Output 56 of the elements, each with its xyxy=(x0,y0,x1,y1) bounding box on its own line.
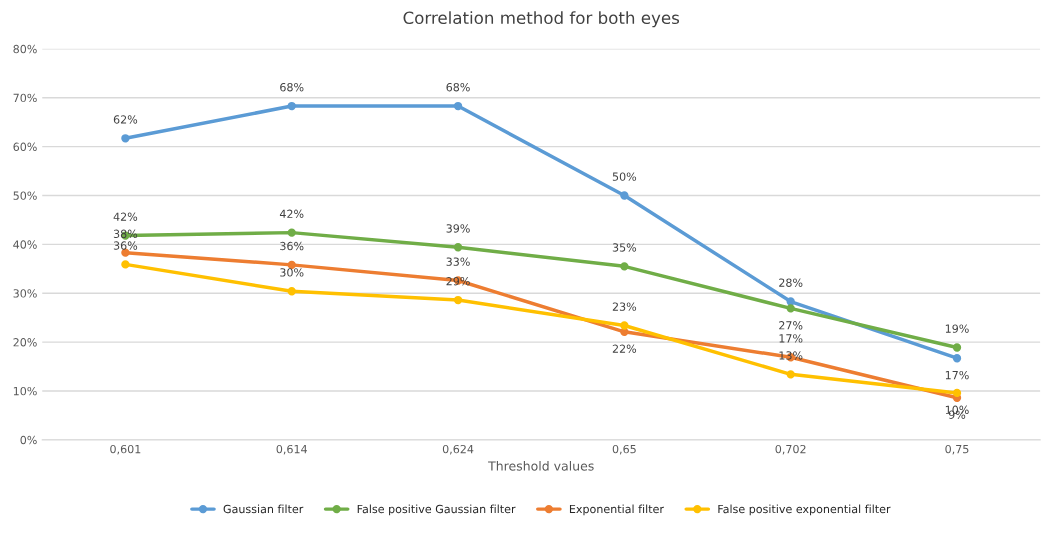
point xyxy=(952,354,962,363)
y-tick-label: 10% xyxy=(13,386,37,396)
point xyxy=(453,243,463,252)
x-tick-label: 0,65 xyxy=(612,444,636,455)
chart-title: Correlation method for both eyes xyxy=(403,11,680,28)
x-tick-label: 0,702 xyxy=(775,444,806,455)
data-label: 28% xyxy=(779,278,803,287)
point xyxy=(620,321,629,330)
data-label: 30% xyxy=(280,268,304,277)
y-tick-label: 40% xyxy=(13,240,37,249)
legend-label: False positive exponential filter xyxy=(718,504,891,516)
data-label: 27% xyxy=(779,321,803,330)
point xyxy=(620,262,629,271)
data-label: 68% xyxy=(446,82,470,92)
y-tick-label: 50% xyxy=(13,191,37,200)
point xyxy=(952,388,962,398)
point xyxy=(453,295,463,305)
data-label: 23% xyxy=(612,302,637,311)
y-tick-label: 0% xyxy=(20,435,37,445)
y-tick-label: 20% xyxy=(13,338,37,347)
data-label: 62% xyxy=(113,115,138,124)
point xyxy=(620,191,629,200)
x-tick-label: 0,601 xyxy=(110,444,141,455)
data-label: 68% xyxy=(280,82,304,92)
data-label: 22% xyxy=(612,344,637,353)
data-label: 17% xyxy=(779,334,803,343)
point xyxy=(453,101,463,111)
point xyxy=(121,134,130,143)
data-label: 42% xyxy=(113,212,138,221)
x-axis-title: Threshold values xyxy=(488,461,594,471)
point xyxy=(952,343,962,352)
data-label: 19% xyxy=(945,324,969,333)
x-tick-label: 0,614 xyxy=(276,444,307,455)
point xyxy=(287,101,296,111)
data-label: 33% xyxy=(446,257,470,266)
legend-label: False positive Gaussian filter xyxy=(357,504,516,516)
legend-label: Exponential filter xyxy=(569,504,664,516)
data-label: 36% xyxy=(113,241,138,250)
x-tick-label: 0,624 xyxy=(442,444,474,455)
point xyxy=(287,287,296,296)
y-tick-label: 60% xyxy=(13,142,37,151)
data-label: 17% xyxy=(945,370,969,380)
point xyxy=(121,260,130,269)
legend-label: Gaussian filter xyxy=(223,504,304,514)
data-label: 50% xyxy=(612,172,637,181)
y-tick-label: 80% xyxy=(13,44,37,54)
y-tick-label: 70% xyxy=(13,93,37,103)
data-label: 36% xyxy=(280,241,304,251)
point xyxy=(786,304,795,313)
data-label: 35% xyxy=(612,243,637,252)
point xyxy=(287,228,296,237)
data-label: 42% xyxy=(279,209,304,218)
point xyxy=(786,370,795,379)
data-label: 39% xyxy=(446,224,470,233)
x-tick-label: 0,75 xyxy=(945,444,969,455)
y-tick-label: 30% xyxy=(13,289,37,298)
